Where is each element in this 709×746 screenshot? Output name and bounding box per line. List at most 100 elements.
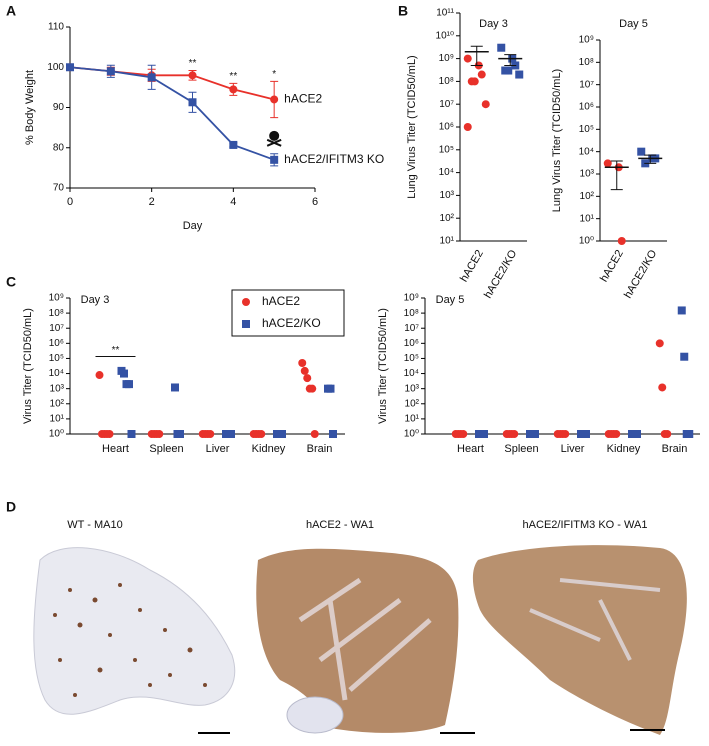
marker [303,374,312,383]
series-line [69,66,275,101]
x-tick-label: 4 [230,196,236,208]
marker [147,73,156,82]
x-tick-label: Kidney [252,443,286,455]
y-tick-label: 10³ [405,383,420,394]
y-tick-label: 10⁹ [439,53,454,64]
y-tick-label: 110 [48,22,64,33]
x-tick-label: hACE2 [458,248,486,284]
y-tick-label: 10¹ [405,414,420,425]
marker [658,383,667,392]
y-tick-label: 10⁴ [439,167,454,178]
y-tick-label: 10⁵ [579,124,594,135]
y-tick-label: 10⁸ [439,76,454,87]
y-tick-label: 70 [53,183,65,194]
marker [278,430,286,438]
x-tick-label: 2 [149,196,155,208]
marker [127,430,136,438]
legend-label: hACE2 [262,294,300,308]
marker [270,95,279,104]
y-tick-label: 10⁵ [439,144,454,155]
panel-label: B [398,3,408,19]
y-tick-label: 10¹ [50,414,65,425]
marker [633,430,641,438]
y-tick-label: 10⁹ [404,293,419,304]
series-label: hACE2/IFITM3 KO [284,152,384,166]
y-tick-label: 90 [53,102,65,113]
marker [677,306,686,315]
y-axis-label: Lung Virus Titer (TCID50/mL) [551,69,563,212]
y-tick-label: 80 [53,142,65,153]
marker [188,98,197,107]
marker [120,369,128,378]
marker [188,71,197,80]
marker [270,155,279,164]
x-tick-label: Spleen [504,443,538,455]
x-tick-label: hACE2/KO [622,248,660,301]
y-tick-label: 10⁸ [579,57,594,68]
y-axis-label: Virus Titer (TCID50/mL) [22,308,34,424]
series-label: hACE2 [284,92,322,106]
x-tick-label: Liver [561,443,585,455]
death-icon [266,138,282,147]
legend-box [231,289,345,337]
marker [463,54,472,63]
legend-marker [242,320,250,328]
marker [663,430,672,438]
marker [308,384,317,393]
y-tick-label: 10⁴ [579,146,594,157]
y-tick-label: 10⁶ [404,338,419,349]
marker [227,430,235,438]
y-tick-label: 10⁵ [404,353,419,364]
error-bar [610,160,623,191]
marker [106,67,115,76]
marker [582,430,590,438]
y-tick-label: 10⁵ [49,353,64,364]
marker [329,430,337,438]
x-tick-label: Heart [457,443,484,455]
panel-label: A [6,3,16,19]
x-tick-label: Liver [206,443,230,455]
legend-marker [242,298,250,306]
marker [105,430,114,438]
annotation: ** [229,71,237,82]
marker [515,70,524,79]
marker [655,339,664,348]
x-tick-label: Kidney [607,443,641,455]
marker [685,430,694,438]
marker [510,430,519,438]
y-tick-label: 10³ [580,169,595,180]
x-tick-label: hACE2 [598,248,626,284]
y-tick-label: 10³ [50,383,65,394]
marker [125,380,133,389]
annotation: * [272,69,276,80]
marker [481,100,490,109]
marker [206,430,215,438]
marker [257,430,266,438]
marker [95,371,104,380]
y-tick-label: 10⁸ [49,308,64,319]
image-title: WT - MA10 [67,519,122,531]
marker [477,70,486,79]
marker [480,430,488,438]
chart-title: Day 5 [619,18,648,30]
x-tick-label: 0 [67,196,73,208]
y-tick-label: 10⁶ [579,102,594,113]
y-tick-label: 10⁰ [404,429,419,440]
y-tick-label: 10² [440,213,455,224]
y-tick-label: 10¹ [440,236,455,247]
annotation: ** [112,345,120,356]
marker [459,430,468,438]
marker [603,159,612,168]
error-bar [504,54,517,66]
y-tick-label: 10⁷ [439,99,454,110]
marker [504,66,513,75]
error-bar [644,154,657,164]
y-axis-label: Virus Titer (TCID50/mL) [377,308,389,424]
image-title: hACE2/IFITM3 KO - WA1 [523,519,648,531]
marker [155,430,164,438]
y-tick-label: 10¹⁰ [436,30,454,41]
marker [561,430,570,438]
y-axis-label: Lung Virus Titer (TCID50/mL) [406,55,418,198]
x-tick-label: Brain [307,443,333,455]
marker [66,63,74,72]
